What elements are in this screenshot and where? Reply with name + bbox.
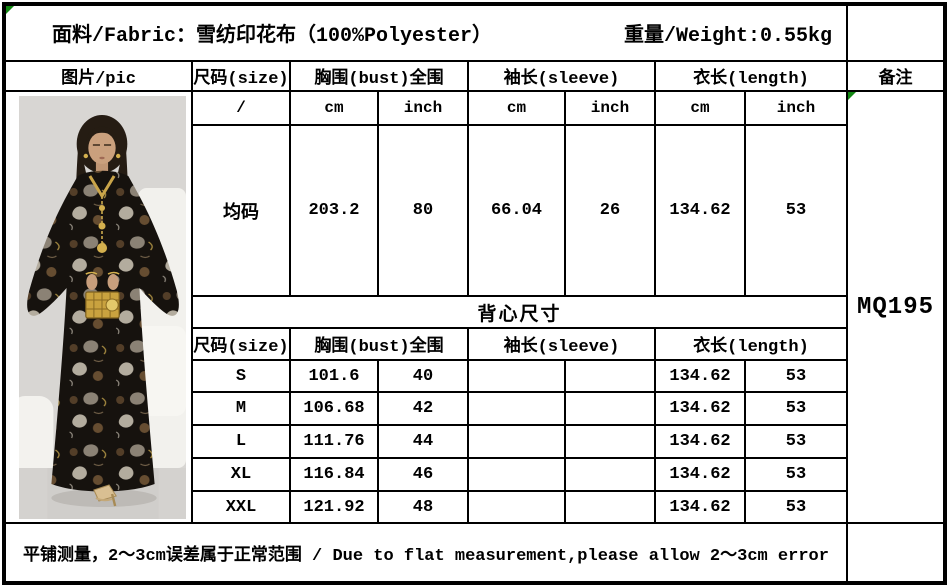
footer-empty-cell (847, 523, 944, 582)
vest-row-sleeve-inch (565, 392, 655, 425)
vest-row-bust-cm: 111.76 (290, 425, 378, 458)
unit-size-slash: / (192, 91, 290, 125)
vest-row-size: XL (192, 458, 290, 491)
product-photo-cell (5, 91, 192, 523)
vest-row-bust-inch: 42 (378, 392, 468, 425)
vest-row-length-inch: 53 (745, 392, 847, 425)
vest-row-sleeve-inch (565, 458, 655, 491)
product-photo-image (19, 96, 186, 519)
cell-error-marker-icon (6, 6, 14, 14)
remark-value: MQ195 (856, 293, 934, 321)
onesize-bust-cm: 203.2 (290, 125, 378, 296)
vest-row-size: S (192, 360, 290, 392)
onesize-sleeve-inch: 26 (565, 125, 655, 296)
vest-row-bust-inch: 40 (378, 360, 468, 392)
vest-row-sleeve-inch (565, 491, 655, 523)
onesize-bust-inch: 80 (378, 125, 468, 296)
header-remark: 备注 (847, 61, 944, 91)
unit-length-cm: cm (655, 91, 745, 125)
vest-header-bust: 胸围(bust)全围 (290, 328, 468, 360)
weight-label: 重量/Weight:0.55kg (623, 25, 832, 48)
unit-length-inch: inch (745, 91, 847, 125)
vest-row-sleeve-cm (468, 458, 565, 491)
header-bust: 胸围(bust)全围 (290, 61, 468, 91)
unit-bust-inch: inch (378, 91, 468, 125)
vest-section-title: 背心尺寸 (192, 296, 847, 328)
header-length: 衣长(length) (655, 61, 847, 91)
vest-row-length-cm: 134.62 (655, 392, 745, 425)
vest-row-bust-cm: 116.84 (290, 458, 378, 491)
vest-row-sleeve-cm (468, 360, 565, 392)
header-pic: 图片/pic (5, 61, 192, 91)
vest-row-length-cm: 134.62 (655, 458, 745, 491)
vest-row-length-inch: 53 (745, 425, 847, 458)
vest-row-length-inch: 53 (745, 491, 847, 523)
measurement-note: 平铺测量，2～3cm误差属于正常范围 / Due to flat measure… (5, 523, 847, 582)
vest-row-sleeve-inch (565, 360, 655, 392)
onesize-length-inch: 53 (745, 125, 847, 296)
vest-header-size: 尺码(size) (192, 328, 290, 360)
meta-row-empty-cell (847, 5, 944, 61)
unit-sleeve-cm: cm (468, 91, 565, 125)
vest-header-sleeve: 袖长(sleeve) (468, 328, 655, 360)
vest-row-bust-inch: 48 (378, 491, 468, 523)
vest-row-length-cm: 134.62 (655, 360, 745, 392)
meta-row: 面料/Fabric：雪纺印花布（100%Polyester） 重量/Weight… (5, 5, 847, 61)
vest-row-size: M (192, 392, 290, 425)
unit-bust-cm: cm (290, 91, 378, 125)
vest-row-bust-cm: 121.92 (290, 491, 378, 523)
vest-row-bust-cm: 106.68 (290, 392, 378, 425)
header-sleeve: 袖长(sleeve) (468, 61, 655, 91)
vest-row-size: L (192, 425, 290, 458)
vest-row-sleeve-cm (468, 425, 565, 458)
vest-row-sleeve-cm (468, 491, 565, 523)
cell-error-marker-icon (848, 92, 856, 100)
fabric-label: 面料/Fabric：雪纺印花布（100%Polyester） (52, 25, 493, 48)
vest-row-length-inch: 53 (745, 458, 847, 491)
vest-row-bust-inch: 46 (378, 458, 468, 491)
remark-cell: MQ195 (847, 91, 944, 523)
vest-row-sleeve-cm (468, 392, 565, 425)
vest-row-bust-cm: 101.6 (290, 360, 378, 392)
vest-row-sleeve-inch (565, 425, 655, 458)
vest-header-length: 衣长(length) (655, 328, 847, 360)
unit-sleeve-inch: inch (565, 91, 655, 125)
vest-row-length-cm: 134.62 (655, 425, 745, 458)
vest-row-size: XXL (192, 491, 290, 523)
vest-row-length-inch: 53 (745, 360, 847, 392)
onesize-sleeve-cm: 66.04 (468, 125, 565, 296)
onesize-size: 均码 (192, 125, 290, 296)
header-size: 尺码(size) (192, 61, 290, 91)
vest-row-bust-inch: 44 (378, 425, 468, 458)
onesize-length-cm: 134.62 (655, 125, 745, 296)
vest-row-length-cm: 134.62 (655, 491, 745, 523)
